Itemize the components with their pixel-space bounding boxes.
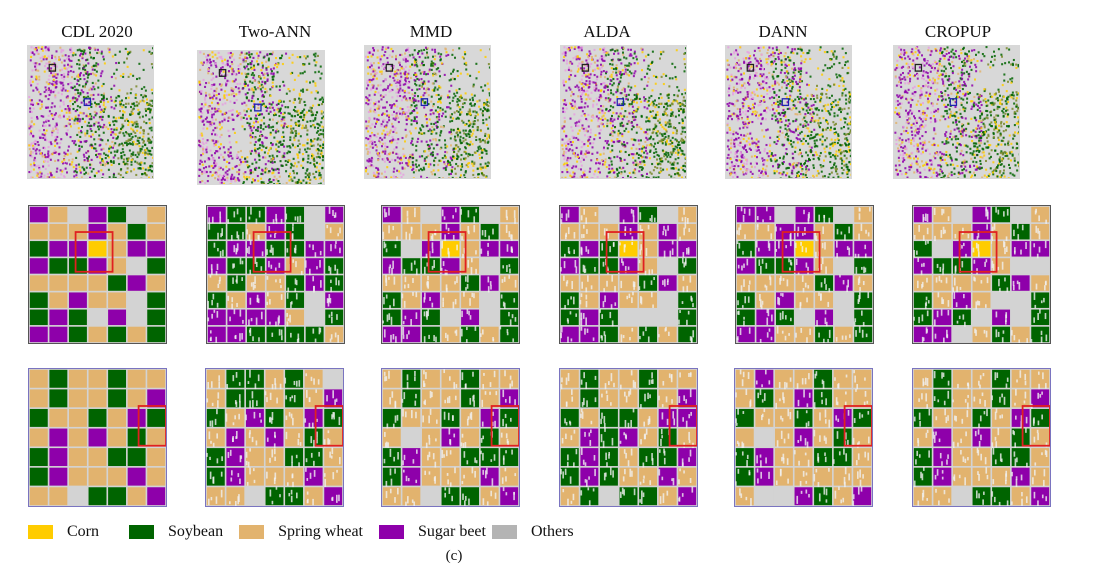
legend-swatch-sugar-beet	[378, 525, 404, 539]
overview-map-cdl-2020	[27, 45, 154, 179]
column-title-alda: ALDA	[583, 22, 631, 41]
zoom1-map-cropup	[912, 205, 1051, 344]
legend-swatch-others	[491, 525, 517, 539]
legend-item-soybean: Soybean	[129, 523, 223, 541]
legend-label-others: Others	[530, 523, 574, 540]
column-title-cropup: CROPUP	[924, 22, 992, 41]
zoom1-map-cdl-2020	[28, 205, 167, 344]
zoom2-map-cropup	[912, 368, 1051, 507]
legend-swatch-soybean	[129, 525, 154, 539]
legend: Corn Soybean Spring wheat Sugar beet Oth…	[28, 523, 590, 541]
zoom1-map-alda	[559, 205, 698, 344]
zoom1-map-two-ann	[206, 205, 345, 344]
zoom2-map-dann	[734, 368, 873, 507]
legend-label-spring-wheat: Spring wheat	[278, 523, 363, 540]
overview-map-cropup	[893, 45, 1020, 179]
column-title-cdl-2020: CDL 2020	[61, 22, 133, 41]
legend-item-sugar-beet: Sugar beet	[378, 523, 486, 541]
legend-swatch-spring-wheat	[239, 525, 265, 539]
overview-map-dann	[725, 45, 852, 179]
zoom2-map-mmd	[381, 368, 520, 507]
figure-caption: (c)	[0, 548, 1094, 565]
zoom1-map-mmd	[381, 205, 520, 344]
column-title-mmd: MMD	[409, 22, 453, 41]
overview-map-alda	[560, 45, 687, 179]
column-title-dann: DANN	[758, 22, 808, 41]
legend-label-sugar-beet: Sugar beet	[417, 523, 486, 540]
legend-item-corn: Corn	[28, 523, 99, 541]
legend-item-others: Others	[491, 523, 574, 541]
column-title-two-ann: Two-ANN	[238, 22, 312, 41]
overview-map-mmd	[364, 45, 491, 179]
zoom1-map-dann	[735, 205, 874, 344]
figure-caption-label: (c)	[445, 548, 463, 564]
legend-label-soybean: Soybean	[168, 523, 224, 540]
legend-label-corn: Corn	[67, 523, 99, 540]
zoom2-map-alda	[559, 368, 698, 507]
legend-item-spring-wheat: Spring wheat	[239, 523, 363, 541]
legend-swatch-corn	[28, 525, 53, 539]
zoom2-map-two-ann	[205, 368, 344, 507]
zoom2-map-cdl-2020	[28, 368, 167, 507]
overview-map-two-ann	[197, 50, 325, 185]
